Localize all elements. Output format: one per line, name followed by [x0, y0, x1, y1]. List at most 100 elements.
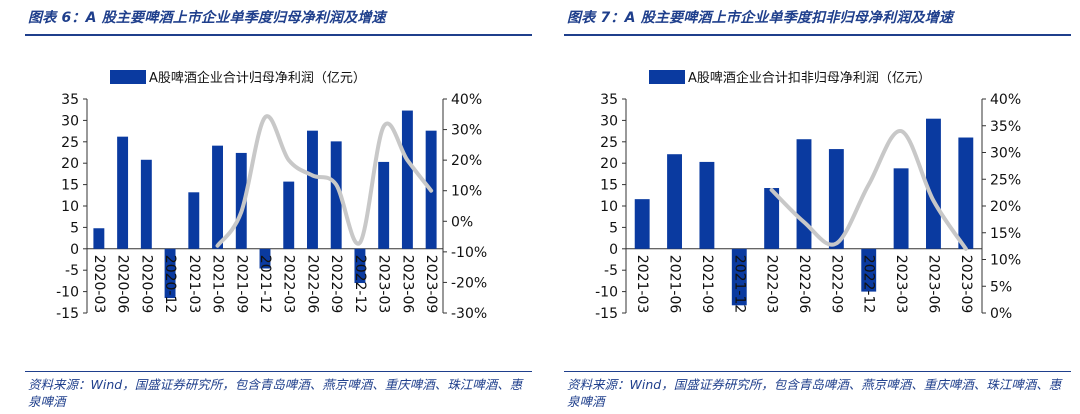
y-tick-label-left: 15: [61, 178, 79, 194]
y-tick-label-right: 30%: [451, 123, 482, 139]
x-tick-label: 2023-06: [925, 255, 941, 314]
y-tick-label-left: 30: [600, 113, 618, 129]
y-tick-label-left: 0: [609, 242, 618, 258]
growth-line: [215, 114, 434, 248]
y-tick-label-left: 5: [609, 220, 618, 236]
x-tick-label: 2021-03: [186, 255, 202, 313]
x-tick-label: 2023-06: [399, 255, 415, 314]
figure-6: 图表 6：A 股主要啤酒上市企业单季度归母净利润及增速 A股啤酒企业合计归母净利…: [25, 0, 535, 414]
x-tick-label: 2021-09: [699, 255, 715, 313]
chart: A股啤酒企业合计归母净利润（亿元） -15 -10 -5 0 5 10 15 20 25 30 35 -…: [56, 70, 487, 322]
growth-line: [769, 129, 968, 251]
footer-rule: [25, 371, 532, 372]
y-tick-label-right: 30%: [990, 146, 1021, 162]
y-tick-label-right: 25%: [990, 172, 1021, 188]
bar-2023-03: [378, 161, 390, 249]
title-rule: [564, 34, 1071, 36]
bar-2022-03: [764, 188, 780, 249]
bar-2022-12: [861, 248, 877, 292]
bar-2021-09: [699, 161, 715, 249]
chart: A股啤酒企业合计扣非归母净利润（亿元） -15 -10 -5 0 5 10 15 20 25 30 3…: [595, 70, 1021, 322]
y-tick-label-right: 15%: [990, 226, 1021, 242]
x-tick-label: 2021-12: [731, 255, 747, 313]
bar-2021-12: [731, 248, 747, 306]
y-tick-label-right: 10%: [451, 184, 482, 200]
bar-2020-03: [93, 228, 105, 249]
y-tick-label-right: 35%: [990, 119, 1021, 135]
y-tick-label-right: 0%: [990, 306, 1012, 322]
x-tick-label: 2023-09: [958, 255, 974, 313]
y-tick-label-left: -15: [595, 306, 618, 322]
legend-swatch: [649, 70, 685, 84]
y-tick-label-left: 10: [600, 199, 618, 215]
bar-2020-06: [117, 136, 129, 249]
bar-2022-03: [283, 181, 295, 249]
footer-rule: [564, 371, 1071, 372]
x-tick-label: 2021-03: [634, 255, 650, 314]
bar-2021-06: [212, 145, 223, 249]
x-tick-label: 2022-06: [796, 255, 812, 314]
y-tick-label-left: 35: [61, 92, 79, 108]
y-tick-label-left: 35: [600, 92, 618, 108]
y-tick-label-left: 15: [600, 178, 618, 194]
x-tick-label: 2023-09: [423, 255, 439, 313]
y-tick-label-left: 25: [600, 135, 618, 151]
bar-2020-09: [140, 159, 152, 249]
y-tick-label-left: -10: [595, 285, 618, 301]
source-note: 资料来源：Wind，国盛证券研究所，包含青岛啤酒、燕京啤酒、重庆啤酒、珠江啤酒、…: [567, 377, 1062, 409]
legend-swatch: [110, 70, 146, 84]
x-tick-label: 2022-03: [764, 255, 780, 313]
bar-2022-09: [330, 141, 342, 249]
x-tick-label: 2020-06: [115, 255, 131, 314]
bar-2022-06: [307, 130, 318, 249]
figure-title: 图表 7：A 股主要啤酒上市企业单季度扣非归母净利润及增速: [567, 10, 954, 26]
y-tick-label-left: 20: [600, 156, 618, 172]
bar-2020-12: [164, 248, 176, 299]
title-rule: [25, 34, 532, 36]
x-tick-label: 2022-06: [304, 255, 320, 314]
legend-label: A股啤酒企业合计归母净利润（亿元）: [149, 70, 366, 86]
x-tick-label: 2021-09: [233, 255, 249, 313]
bar-2023-06: [401, 110, 413, 249]
x-tick-label: 2021-12: [257, 255, 273, 313]
y-tick-label-right: 20%: [451, 153, 482, 169]
y-tick-label-right: 10%: [990, 253, 1021, 269]
x-tick-label: 2022-03: [281, 255, 297, 313]
y-tick-label-right: 0%: [451, 214, 473, 230]
bar-2021-06: [667, 154, 682, 249]
y-tick-label-right: -20%: [451, 275, 487, 291]
y-tick-label-left: -15: [56, 306, 79, 322]
figure-7: 图表 7：A 股主要啤酒上市企业单季度扣非归母净利润及增速 A股啤酒企业合计扣非…: [564, 0, 1074, 414]
y-tick-label-left: 5: [70, 220, 79, 236]
y-tick-label-left: 20: [61, 156, 79, 172]
y-tick-label-right: -10%: [451, 245, 487, 261]
bar-2022-06: [796, 139, 812, 249]
bar-2022-09: [828, 149, 844, 249]
y-tick-label-right: 40%: [451, 92, 482, 108]
x-tick-label: 2022-09: [328, 255, 344, 313]
legend: A股啤酒企业合计归母净利润（亿元）: [110, 70, 366, 86]
y-tick-label-left: -10: [56, 285, 79, 301]
x-tick-label: 2022-09: [828, 255, 844, 313]
y-tick-label-left: 30: [61, 113, 79, 129]
x-tick-label: 2021-06: [667, 255, 683, 314]
bar-2021-03: [634, 199, 650, 249]
x-tick-label: 2023-03: [376, 255, 392, 313]
x-tick-label: 2023-03: [893, 255, 909, 313]
y-tick-label-left: -5: [65, 263, 79, 279]
x-tick-label: 2022-12: [861, 255, 877, 313]
x-tick-label: 2020-09: [138, 255, 154, 314]
y-tick-label-left: 10: [61, 199, 79, 215]
x-tick-label: 2021-06: [210, 255, 226, 314]
legend-label: A股啤酒企业合计扣非归母净利润（亿元）: [688, 70, 931, 86]
y-tick-label-right: -30%: [451, 306, 487, 322]
source-note: 资料来源：Wind，国盛证券研究所，包含青岛啤酒、燕京啤酒、重庆啤酒、珠江啤酒、…: [28, 377, 523, 409]
y-tick-label-right: 40%: [990, 92, 1021, 108]
bar-2023-09: [958, 137, 974, 249]
figure-title: 图表 6：A 股主要啤酒上市企业单季度归母净利润及增速: [28, 10, 386, 26]
bar-2023-06: [926, 118, 941, 249]
x-tick-label: 2020-03: [91, 255, 107, 313]
x-tick-label: 2022-12: [352, 255, 368, 313]
y-tick-label-right: 5%: [990, 279, 1012, 295]
y-tick-label-left: 25: [61, 135, 79, 151]
